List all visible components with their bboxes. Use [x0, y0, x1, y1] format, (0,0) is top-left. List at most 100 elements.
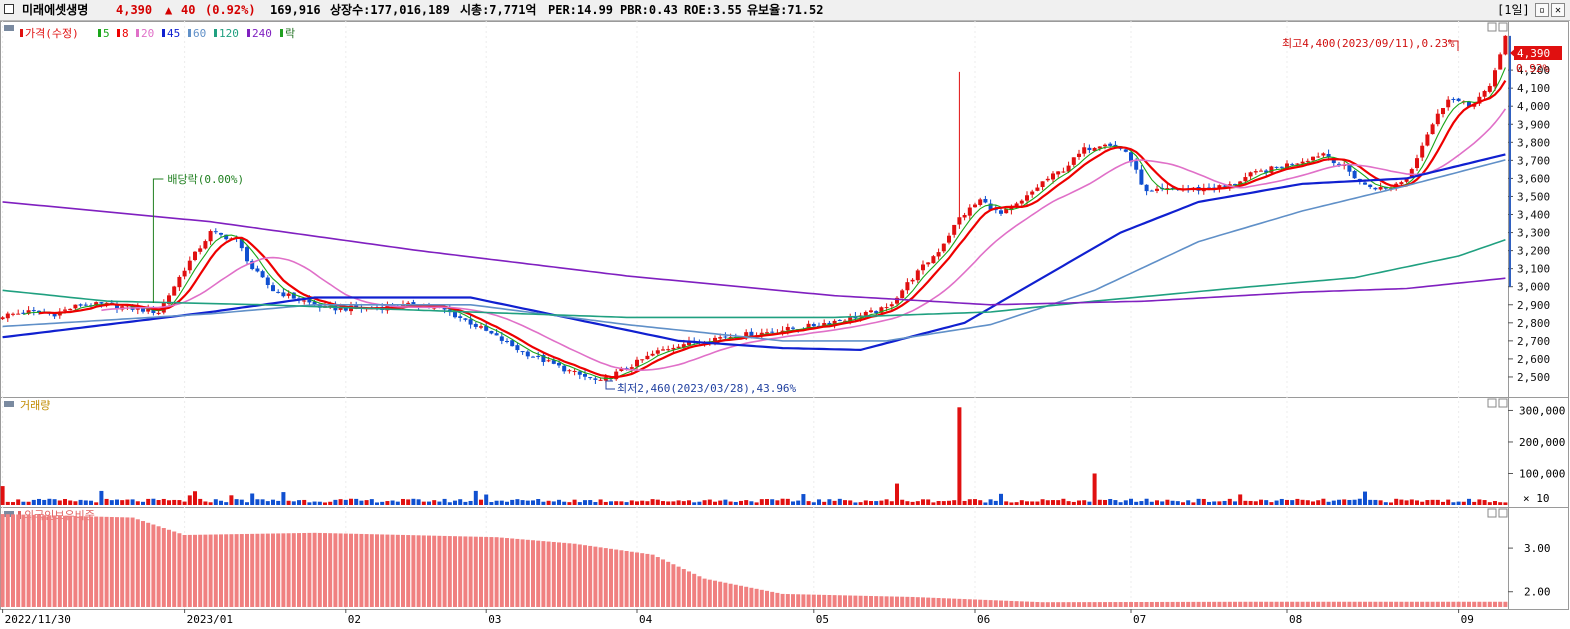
volume-bar	[681, 501, 686, 505]
foreign-bar	[936, 598, 941, 607]
volume-bar	[1113, 500, 1118, 505]
foreign-bar	[333, 533, 338, 607]
price-tick-label: 3,600	[1517, 172, 1550, 185]
foreign-bar	[245, 533, 249, 607]
volume-bar	[411, 498, 416, 505]
candle-body	[468, 319, 473, 325]
candle-body	[583, 374, 587, 377]
foreign-bar	[567, 543, 572, 607]
foreign-bar	[390, 534, 395, 607]
candle-body	[1363, 182, 1367, 185]
foreign-bar	[957, 598, 962, 607]
volume-bar	[1144, 498, 1149, 505]
foreign-bar	[817, 594, 821, 607]
price-tick-label: 3,100	[1517, 263, 1550, 276]
volume-bar	[1123, 500, 1128, 505]
volume-bar	[1383, 502, 1388, 505]
candle-body	[905, 282, 910, 291]
candle-body	[224, 234, 229, 240]
volume-bar	[416, 499, 421, 505]
foreign-bar	[915, 597, 920, 607]
volume-bar	[146, 498, 151, 505]
candle-body	[442, 307, 447, 310]
volume-tick-label: 100,000	[1519, 467, 1565, 480]
pane-close-button[interactable]	[1498, 508, 1508, 518]
volume-bar	[187, 495, 192, 505]
foreign-bar	[193, 534, 197, 607]
candle-body	[21, 312, 26, 314]
candle-body	[177, 276, 182, 288]
volume-bar	[1217, 501, 1222, 505]
foreign-bar	[250, 533, 255, 607]
candle-body	[1087, 147, 1092, 151]
volume-bar	[1389, 502, 1393, 505]
foreign-bar	[63, 515, 67, 607]
volume-bar	[68, 500, 73, 505]
volume-bar	[1212, 501, 1217, 505]
pane-minimize-button[interactable]	[1487, 398, 1497, 408]
candle-body	[520, 351, 525, 353]
foreign-bar	[837, 595, 842, 607]
price-tick-label: 3,900	[1517, 118, 1550, 131]
pane-close-button[interactable]	[1498, 22, 1508, 32]
ma-line-8	[38, 80, 1507, 379]
per-value: PER:14.99	[548, 3, 614, 17]
foreign-bar	[999, 600, 1003, 607]
foreign-bar	[1482, 601, 1487, 607]
price-tick-label: 3,700	[1517, 154, 1550, 167]
x-axis-label: 07	[1133, 613, 1146, 626]
volume-bar	[577, 502, 582, 505]
candle-body	[1082, 147, 1087, 154]
foreign-bar	[1051, 602, 1055, 607]
volume-bar	[754, 502, 759, 505]
legend-ma-45: 45	[167, 27, 180, 40]
volume-bar	[1025, 501, 1029, 505]
volume-bar	[479, 499, 483, 505]
volume-bar	[385, 501, 390, 505]
foreign-bar	[281, 533, 286, 607]
candle-body	[239, 238, 244, 249]
volume-bar	[156, 500, 161, 505]
candle-body	[931, 256, 936, 264]
foreign-bar	[1097, 602, 1102, 607]
candle-body	[863, 312, 868, 316]
volume-bar	[1363, 491, 1367, 505]
candle-body	[1019, 200, 1024, 204]
volume-bar	[780, 498, 785, 505]
foreign-bar	[801, 594, 806, 607]
restore-button[interactable]: ▫	[1535, 3, 1549, 17]
foreign-bar	[1201, 601, 1206, 607]
volume-bar	[1373, 499, 1378, 505]
candle-body	[219, 232, 223, 235]
price-tick-label: 3,500	[1517, 190, 1550, 203]
foreign-bar	[1191, 601, 1196, 607]
candle-body	[957, 217, 962, 225]
current-price: 4,390	[116, 3, 153, 17]
candle-body	[645, 355, 650, 360]
volume-bar	[307, 502, 312, 505]
period-selector[interactable]: [1일]	[1497, 3, 1530, 17]
volume-bar	[952, 500, 957, 505]
pane-minimize-button[interactable]	[1487, 22, 1497, 32]
volume-bar	[182, 501, 187, 505]
foreign-bar	[895, 596, 899, 607]
foreign-bar	[874, 596, 879, 607]
candle-body	[167, 295, 171, 304]
volume-bar	[889, 501, 894, 505]
candle-body	[1030, 191, 1035, 195]
foreign-bar	[1025, 601, 1029, 607]
close-button[interactable]: ✕	[1551, 3, 1565, 17]
pane-close-button[interactable]	[1498, 398, 1508, 408]
candle-body	[525, 351, 530, 357]
volume-bar	[879, 500, 884, 505]
foreign-bar	[494, 537, 499, 607]
foreign-bar	[68, 515, 73, 607]
volume-bar	[203, 501, 208, 505]
pane-minimize-button[interactable]	[1487, 508, 1497, 518]
volume-bar	[1175, 501, 1180, 505]
up-arrow-icon: ▲	[165, 3, 173, 17]
foreign-bar	[624, 551, 629, 607]
candle-body	[1092, 147, 1097, 151]
select-checkbox[interactable]	[4, 4, 14, 14]
volume-bar	[988, 499, 993, 505]
